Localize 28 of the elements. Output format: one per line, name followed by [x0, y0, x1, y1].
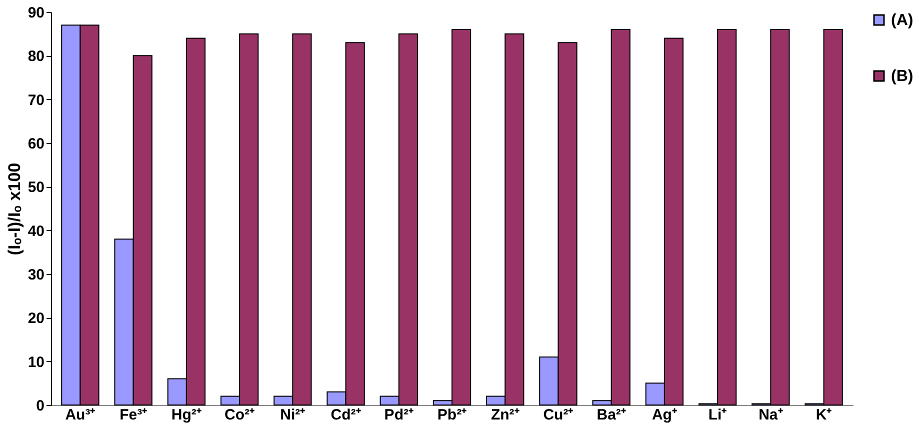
x-tick-label: Cd²⁺: [330, 406, 361, 424]
y-tick-label: 70: [28, 92, 44, 109]
x-tick-label: Co²⁺: [224, 406, 255, 424]
y-tick-label: 50: [28, 179, 44, 196]
y-tick-label: 80: [28, 48, 44, 66]
y-tick-label: 20: [28, 310, 44, 328]
x-tick-label: Cu²⁺: [543, 406, 574, 424]
y-tick-label: 40: [28, 222, 44, 240]
legend-label: (B): [891, 68, 914, 85]
y-tick-label: 90: [28, 4, 44, 22]
x-tick-label: Ag⁺: [652, 406, 677, 424]
y-axis-title: (Iₒ-I)/Iₒ x100: [4, 162, 24, 256]
x-tick-label: Zn²⁺: [490, 406, 520, 424]
y-tick-label: 0: [36, 398, 44, 414]
x-tick-label: Pd²⁺: [384, 406, 414, 424]
x-tick-label: Ba²⁺: [596, 406, 626, 424]
x-tick-label: Fe³⁺: [120, 406, 148, 424]
x-tick-label: Na⁺: [758, 406, 783, 424]
y-tick-label: 60: [28, 136, 44, 152]
x-tick-label: Hg²⁺: [171, 406, 202, 424]
x-tick-label: Li⁺: [708, 406, 727, 424]
x-tick-label: K⁺: [816, 406, 832, 424]
legend-label: (A): [891, 12, 914, 29]
x-tick-label: Pb²⁺: [437, 406, 467, 424]
y-tick-label: 10: [28, 354, 44, 371]
x-tick-label: Au³⁺: [65, 406, 96, 424]
y-tick-label: 30: [28, 266, 44, 284]
x-tick-label: Ni²⁺: [280, 406, 306, 424]
